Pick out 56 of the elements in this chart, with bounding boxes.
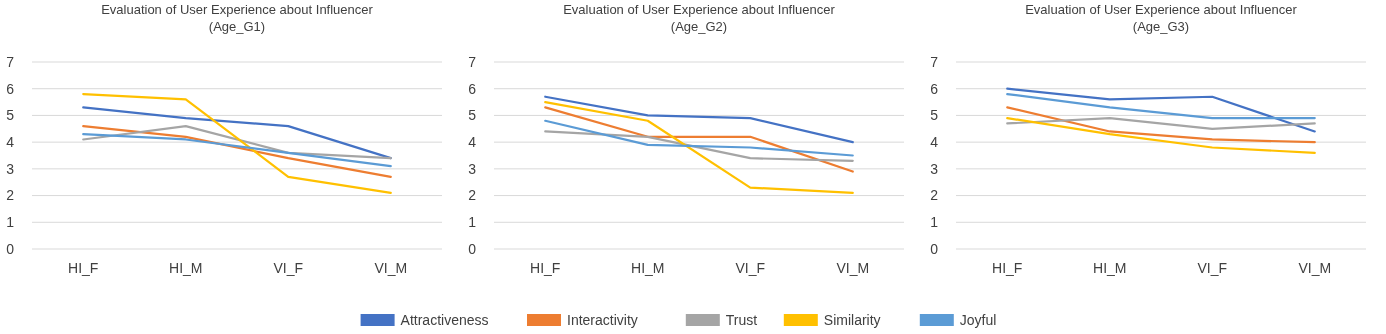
y-tick-label: 1 (6, 214, 15, 231)
y-tick-label: 6 (6, 80, 15, 97)
legend-label: Attractiveness (400, 311, 489, 328)
y-tick-label: 4 (468, 134, 477, 151)
line-series (82, 106, 392, 160)
x-tick-label: HI_M (631, 260, 665, 276)
y-tick-label: 5 (468, 107, 477, 124)
x-tick-label: HI_M (1093, 260, 1127, 276)
legend-label: Interactivity (567, 311, 638, 328)
line-series (544, 130, 854, 162)
line-series (1006, 106, 1316, 144)
line-series (82, 133, 392, 168)
y-tick-label: 0 (468, 240, 477, 257)
y-tick-label: 3 (6, 160, 15, 177)
y-tick-label: 7 (468, 53, 477, 70)
x-tick-label: VI_M (374, 260, 408, 276)
x-tick-label: HI_F (530, 260, 561, 276)
y-tick-label: 7 (930, 53, 939, 70)
y-tick-label: 7 (6, 53, 15, 70)
x-tick-label: VI_F (735, 260, 766, 276)
x-tick-label: HI_F (992, 260, 1023, 276)
line-series (1006, 87, 1316, 133)
y-tick-label: 2 (6, 187, 15, 204)
y-tick-label: 5 (6, 107, 15, 124)
line-series (82, 92, 392, 194)
y-tick-label: 0 (6, 240, 15, 257)
chart-title: Evaluation of User Experience about Influencer (Age_G3) (1025, 2, 1298, 34)
line-series (544, 119, 854, 157)
chart-title: Evaluation of User Experience about Influencer (Age_G1) (101, 2, 374, 34)
line-series (1006, 117, 1316, 154)
x-tick-label: VI_F (1197, 260, 1228, 276)
legend-label: Similarity (823, 311, 881, 328)
y-tick-label: 4 (930, 134, 939, 151)
x-tick-label: VI_M (1298, 260, 1332, 276)
line-series (544, 95, 854, 144)
y-tick-label: 4 (6, 134, 15, 151)
legend-label: Joyful (959, 311, 997, 328)
y-tick-label: 3 (468, 160, 477, 177)
y-tick-label: 1 (930, 214, 939, 231)
line-series (82, 125, 392, 178)
x-tick-label: HI_F (68, 260, 99, 276)
x-tick-label: HI_M (169, 260, 203, 276)
legend-label: Trust (725, 311, 758, 328)
y-tick-label: 6 (930, 80, 939, 97)
y-tick-label: 2 (930, 187, 939, 204)
chart-title: Evaluation of User Experience about Influencer (Age_G2) (563, 2, 836, 34)
y-tick-label: 2 (468, 187, 477, 204)
x-tick-label: VI_F (273, 260, 304, 276)
line-series (82, 125, 392, 160)
y-tick-label: 1 (468, 214, 477, 231)
x-tick-label: VI_M (836, 260, 870, 276)
y-tick-label: 3 (930, 160, 939, 177)
y-tick-label: 5 (930, 107, 939, 124)
y-tick-label: 6 (468, 80, 477, 97)
y-tick-label: 0 (930, 240, 939, 257)
line-series (544, 100, 854, 194)
